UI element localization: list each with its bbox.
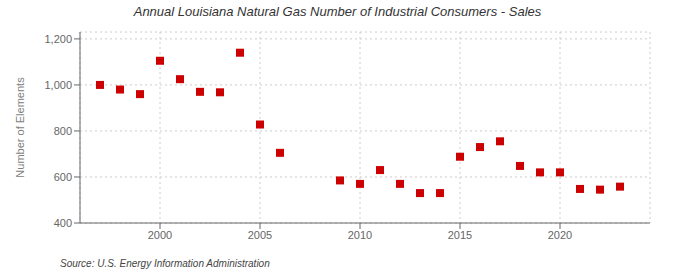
svg-text:2005: 2005 [248,229,272,241]
svg-text:2015: 2015 [448,229,472,241]
svg-text:2020: 2020 [548,229,572,241]
svg-text:800: 800 [54,125,72,137]
html-text:Source: U.S. Energy Informatio: Source: U.S. Energy Information Administ… [60,258,270,269]
svg-text:600: 600 [54,171,72,183]
svg-text:1,200: 1,200 [44,33,72,45]
svg-text:2000: 2000 [148,229,172,241]
svg-text:Number of Elements: Number of Elements [14,77,26,178]
svg-text:1,000: 1,000 [44,79,72,91]
svg-text:400: 400 [54,217,72,229]
svg-text:2010: 2010 [348,229,372,241]
html-text:Annual Louisiana Natural Gas N: Annual Louisiana Natural Gas Number of I… [133,4,542,19]
